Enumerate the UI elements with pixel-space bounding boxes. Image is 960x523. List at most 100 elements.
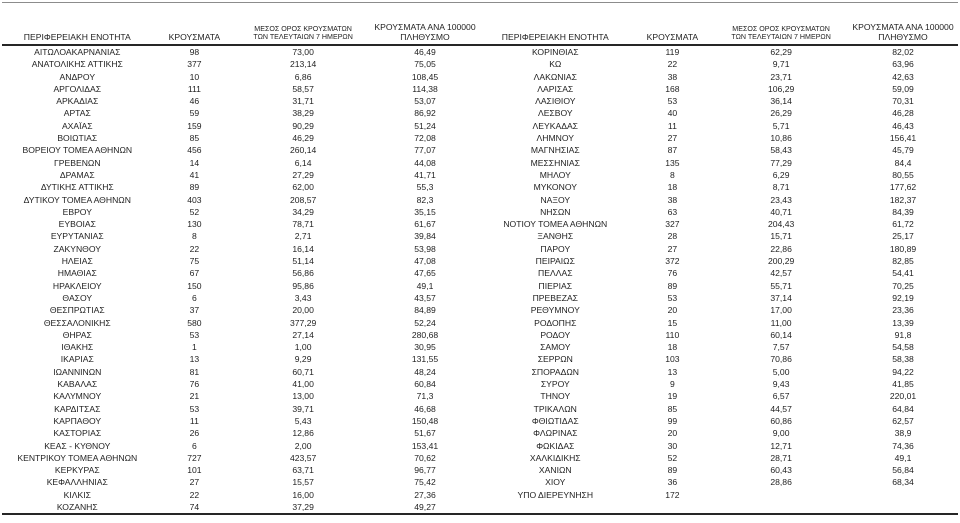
per100k-cell: 150,48: [411, 415, 439, 426]
avg7-cell: 27,14: [292, 329, 314, 340]
cases-cell: 119: [665, 47, 680, 57]
region-cell: ΜΕΣΣΗΝΙΑΣ: [530, 157, 580, 168]
cases-cell: 52: [189, 206, 200, 217]
cases-cell: 130: [187, 219, 202, 230]
per100k-cell: 92,19: [892, 292, 914, 303]
table-row: ΠΙΕΡΙΑΣ 89 55,71 70,25: [480, 280, 958, 292]
per100k-cell: 41,85: [892, 379, 914, 390]
region-cell: ΛΕΥΚΑΔΑΣ: [532, 120, 578, 131]
table-row: ΚΩ 22 9,71 63,96: [480, 58, 958, 70]
table-row: ΕΥΡΥΤΑΝΙΑΣ 8 2,71 39,84: [2, 230, 480, 242]
table-row: ΕΥΒΟΙΑΣ 130 78,71 61,67: [2, 218, 480, 230]
region-cell: ΧΑΝΙΩΝ: [538, 465, 572, 476]
region-cell: ΕΒΡΟΥ: [62, 206, 92, 217]
region-cell: ΣΠΟΡΑΔΩΝ: [531, 366, 579, 377]
avg7-cell: 23,71: [770, 71, 792, 82]
avg7-cell: 5,00: [772, 366, 790, 377]
cases-cell: 11: [189, 415, 199, 426]
table-row: ΖΑΚΥΝΘΟΥ 22 16,14 53,98: [2, 243, 480, 255]
region-cell: ΦΩΚΙΔΑΣ: [536, 440, 575, 451]
table-row: ΛΑΚΩΝΙΑΣ 38 23,71 42,63: [480, 71, 958, 83]
per100k-cell: 30,95: [414, 342, 436, 353]
avg7-cell: 63,71: [292, 465, 314, 476]
cases-cell: 89: [189, 182, 200, 193]
region-cell: ΑΡΤΑΣ: [63, 108, 91, 119]
table-row: ΔΥΤΙΚΟΥ ΤΟΜΕΑ ΑΘΗΝΩΝ 403 208,57 82,3: [2, 194, 480, 206]
per100k-cell: 38,9: [894, 428, 912, 439]
per100k-cell: 49,1: [894, 452, 912, 463]
table-row: ΑΙΤΩΛΟΑΚΑΡΝΑΝΙΑΣ 98 73,00 46,49: [2, 45, 480, 58]
per100k-cell: 84,89: [414, 305, 436, 316]
cases-cell: 20: [667, 428, 678, 439]
region-cell: ΠΕΙΡΑΙΩΣ: [535, 256, 575, 267]
per100k-cell: 72,08: [414, 133, 436, 144]
regional-cases-table-left: ΠΕΡΙΦΕΡΕΙΑΚΗ ΕΝΟΤΗΤΑ ΚΡΟΥΣΜΑΤΑ ΜΕΣΟΣ ΟΡΟ…: [2, 3, 480, 513]
cases-cell: 15: [667, 317, 678, 328]
per100k-cell: 39,84: [414, 231, 436, 242]
cases-cell: 103: [665, 354, 680, 365]
per100k-cell: 63,96: [892, 59, 914, 70]
cases-cell: 10: [189, 71, 200, 82]
region-cell: ΡΟΔΟΥ: [540, 329, 571, 340]
col-header-cases: ΚΡΟΥΣΜΑΤΑ: [630, 3, 715, 46]
per100k-cell: 84,39: [892, 206, 914, 217]
region-cell: ΚΙΛΚΙΣ: [63, 489, 91, 500]
cases-cell: 727: [187, 452, 202, 463]
avg7-cell: 213,14: [289, 59, 317, 70]
region-cell: ΑΧΑΪΑΣ: [61, 120, 93, 131]
cases-cell: 580: [187, 317, 202, 328]
per100k-cell: 45,79: [892, 145, 914, 156]
per100k-cell: 41,71: [414, 169, 436, 180]
region-cell: ΛΕΣΒΟΥ: [537, 108, 573, 119]
per100k-cell: 59,09: [892, 83, 914, 94]
avg7-cell: 9,00: [772, 428, 790, 439]
table-row: ΗΡΑΚΛΕΙΟΥ 150 95,86 49,1: [2, 280, 480, 292]
table-row: ΑΝΑΤΟΛΙΚΗΣ ΑΤΤΙΚΗΣ 377 213,14 75,05: [2, 58, 480, 70]
avg7-cell: 90,29: [292, 120, 314, 131]
region-cell: ΤΡΙΚΑΛΩΝ: [533, 403, 577, 414]
region-cell: ΙΩΑΝΝΙΝΩΝ: [53, 366, 102, 377]
per100k-cell: 43,57: [414, 292, 436, 303]
cases-cell: 26: [189, 428, 200, 439]
cases-cell: 14: [189, 157, 200, 168]
cases-cell: 6: [191, 440, 197, 451]
per100k-cell: 70,25: [892, 280, 914, 291]
region-cell: ΒΟΙΩΤΙΑΣ: [57, 133, 98, 144]
avg7-cell: 6,86: [294, 71, 312, 82]
cases-cell: 372: [665, 256, 680, 267]
avg7-cell: 23,43: [770, 194, 792, 205]
avg7-cell: 200,29: [767, 256, 795, 267]
per100k-cell: 58,38: [892, 354, 914, 365]
cases-cell: 11: [667, 120, 677, 131]
per100k-cell: 86,92: [414, 108, 436, 119]
region-cell: ΣΕΡΡΩΝ: [537, 354, 573, 365]
table-row: ΡΟΔΟΥ 110 60,14 91,8: [480, 329, 958, 341]
per100k-cell: 108,45: [411, 71, 439, 82]
table-row: ΧΙΟΥ 36 28,86 68,34: [480, 476, 958, 488]
per100k-cell: 82,85: [892, 256, 914, 267]
avg7-cell: 15,57: [292, 477, 314, 488]
region-cell: ΚΑΣΤΟΡΙΑΣ: [53, 428, 102, 439]
per100k-cell: 280,68: [411, 329, 439, 340]
cases-cell: 13: [667, 366, 678, 377]
region-cell: ΔΥΤΙΚΟΥ ΤΟΜΕΑ ΑΘΗΝΩΝ: [23, 194, 131, 205]
table-row: ΣΕΡΡΩΝ 103 70,86 58,38: [480, 353, 958, 365]
avg7-cell: 28,86: [770, 477, 792, 488]
avg7-cell: 13,00: [292, 391, 314, 402]
avg7-cell: 44,57: [770, 403, 792, 414]
avg7-cell: 38,29: [292, 108, 314, 119]
avg7-cell: 28,71: [770, 452, 792, 463]
region-cell: ΘΑΣΟΥ: [62, 292, 93, 303]
avg7-cell: 55,71: [770, 280, 792, 291]
per100k-cell: 91,8: [894, 329, 912, 340]
avg7-cell: 7,57: [772, 342, 790, 353]
avg7-cell: 60,14: [770, 329, 792, 340]
table-row: ΓΡΕΒΕΝΩΝ 14 6,14 44,08: [2, 157, 480, 169]
avg7-cell: 8,71: [772, 182, 790, 193]
cases-cell: 22: [189, 489, 200, 500]
region-cell: ΓΡΕΒΕΝΩΝ: [54, 157, 101, 168]
table-row: ΘΕΣΣΑΛΟΝΙΚΗΣ 580 377,29 52,24: [2, 317, 480, 329]
cases-cell: 53: [667, 292, 678, 303]
cases-cell: 30: [667, 440, 678, 451]
